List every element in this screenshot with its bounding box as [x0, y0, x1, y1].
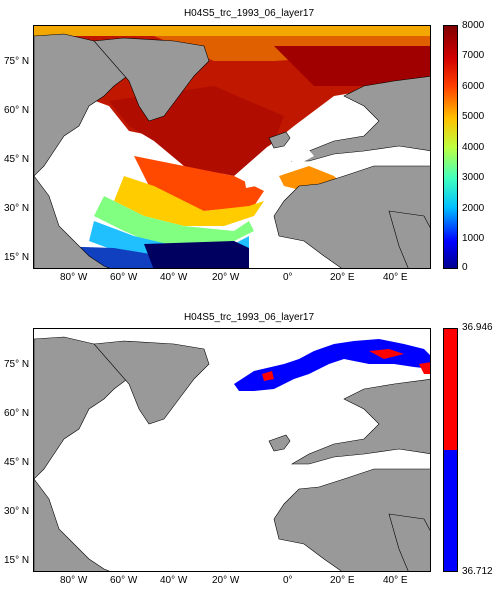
colorbar-tick: 5000	[462, 111, 484, 122]
colorbar-min-label: 36.712	[462, 566, 493, 577]
lon-tick: 80° W	[60, 575, 87, 586]
lon-tick: 40° W	[160, 575, 187, 586]
lon-tick: 20° E	[330, 272, 355, 283]
lon-tick: 80° W	[60, 272, 87, 283]
lat-tick: 30° N	[4, 203, 29, 214]
colorbar-tick: 6000	[462, 81, 484, 92]
colorbar-tick: 3000	[462, 172, 484, 183]
landmass-bottom	[34, 337, 431, 572]
lat-tick: 45° N	[4, 154, 29, 165]
lon-tick: 60° W	[110, 575, 137, 586]
lat-tick: 60° N	[4, 105, 29, 116]
lat-tick: 15° N	[4, 555, 29, 566]
colorbar-tick: 7000	[462, 50, 484, 61]
lat-tick: 30° N	[4, 506, 29, 517]
colorbar-segment-high	[444, 329, 457, 450]
map-frame-bottom	[33, 328, 431, 572]
lon-tick: 40° E	[383, 575, 408, 586]
lat-tick: 60° N	[4, 408, 29, 419]
colorbar-tick: 0	[462, 262, 468, 273]
lat-tick: 45° N	[4, 457, 29, 468]
map-canvas-bottom	[34, 329, 431, 572]
panel-title-bottom: H04S5_trc_1993_06_layer17	[99, 312, 399, 323]
colorbar-tick: 4000	[462, 142, 484, 153]
map-frame-top	[33, 25, 431, 269]
lon-tick: 20° W	[212, 575, 239, 586]
panel-title-top: H04S5_trc_1993_06_layer17	[99, 8, 399, 19]
lon-tick: 40° W	[160, 272, 187, 283]
colorbar-tick: 1000	[462, 233, 484, 244]
colorbar-tick: 8000	[462, 20, 484, 31]
lat-tick: 15° N	[4, 252, 29, 263]
lat-tick: 75° N	[4, 359, 29, 370]
lon-tick: 60° W	[110, 272, 137, 283]
lat-tick: 75° N	[4, 56, 29, 67]
colorbar-top	[443, 25, 458, 269]
colorbar-segment-low	[444, 450, 457, 571]
lon-tick: 0°	[283, 272, 293, 283]
colorbar-max-label: 36.946	[462, 322, 493, 333]
colorbar-tick: 2000	[462, 203, 484, 214]
lon-tick: 20° E	[330, 575, 355, 586]
lon-tick: 40° E	[383, 272, 408, 283]
lon-tick: 20° W	[212, 272, 239, 283]
lon-tick: 0°	[283, 575, 293, 586]
colorbar-bottom	[443, 328, 458, 572]
map-canvas-top	[34, 26, 431, 269]
